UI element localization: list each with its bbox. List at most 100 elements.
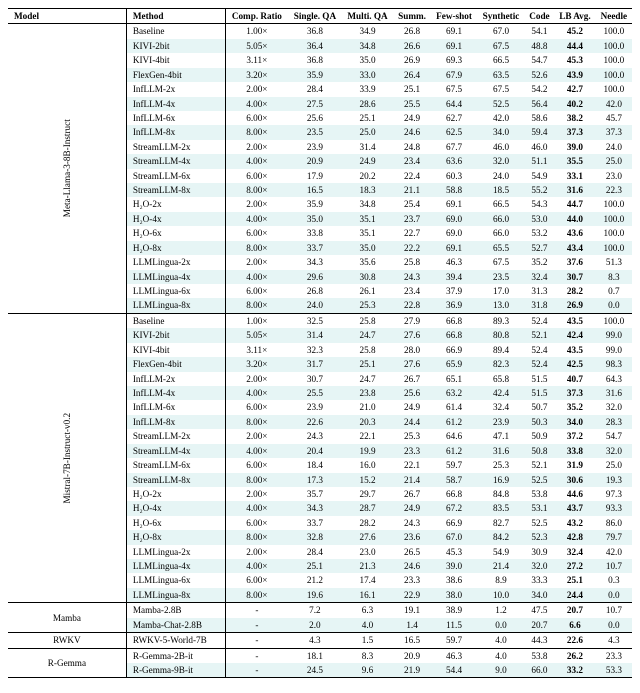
cell-needle: 0.7 — [596, 284, 632, 298]
cell-single: 31.4 — [288, 328, 342, 342]
cell-needle: 0.0 — [596, 618, 632, 633]
cell-multi: 25.1 — [342, 111, 393, 125]
cell-multi: 6.3 — [342, 603, 393, 618]
cell-few: 66.8 — [431, 328, 477, 342]
cell-summ: 25.3 — [393, 429, 431, 443]
cell-lb: 27.2 — [554, 559, 596, 573]
cell-lb: 40.7 — [554, 372, 596, 386]
method-cell: FlexGen-4bit — [126, 68, 225, 82]
cell-lb: 44.4 — [554, 39, 596, 53]
cell-summ: 22.7 — [393, 226, 431, 240]
cell-multi: 27.6 — [342, 530, 393, 544]
cell-comp: - — [225, 648, 288, 663]
cell-lb: 25.1 — [554, 573, 596, 587]
cell-syn: 24.0 — [477, 169, 525, 183]
cell-few: 64.4 — [431, 97, 477, 111]
cell-code: 53.8 — [525, 487, 554, 501]
cell-comp: - — [225, 633, 288, 648]
method-cell: LLMLingua-6x — [126, 284, 225, 298]
cell-multi: 21.0 — [342, 400, 393, 414]
model-label: Mamba — [8, 603, 126, 633]
cell-single: 23.9 — [288, 140, 342, 154]
method-cell: StreamLLM-2x — [126, 140, 225, 154]
cell-needle: 100.0 — [596, 313, 632, 328]
cell-code: 50.9 — [525, 429, 554, 443]
cell-few: 66.8 — [431, 313, 477, 328]
cell-syn: 84.2 — [477, 530, 525, 544]
cell-code: 50.3 — [525, 415, 554, 429]
cell-code: 46.0 — [525, 140, 554, 154]
method-cell: InfLLM-6x — [126, 400, 225, 414]
cell-multi: 17.4 — [342, 573, 393, 587]
cell-code: 52.1 — [525, 458, 554, 472]
cell-summ: 24.6 — [393, 125, 431, 139]
cell-syn: 67.0 — [477, 24, 525, 39]
cell-few: 58.7 — [431, 473, 477, 487]
cell-code: 56.4 — [525, 97, 554, 111]
cell-summ: 23.3 — [393, 444, 431, 458]
cell-summ: 19.1 — [393, 603, 431, 618]
cell-summ: 24.4 — [393, 415, 431, 429]
cell-multi: 28.2 — [342, 516, 393, 530]
cell-comp: 8.00× — [225, 415, 288, 429]
cell-multi: 18.3 — [342, 183, 393, 197]
cell-few: 36.9 — [431, 298, 477, 313]
cell-summ: 24.3 — [393, 270, 431, 284]
cell-single: 36.8 — [288, 24, 342, 39]
cell-comp: 3.20× — [225, 68, 288, 82]
cell-few: 58.8 — [431, 183, 477, 197]
cell-lb: 38.2 — [554, 111, 596, 125]
method-cell: FlexGen-4bit — [126, 357, 225, 371]
cell-code: 54.2 — [525, 82, 554, 96]
cell-code: 51.5 — [525, 372, 554, 386]
cell-summ: 24.9 — [393, 400, 431, 414]
cell-few: 59.7 — [431, 633, 477, 648]
cell-multi: 31.4 — [342, 140, 393, 154]
cell-single: 23.9 — [288, 400, 342, 414]
cell-multi: 35.1 — [342, 212, 393, 226]
cell-comp: 6.00× — [225, 573, 288, 587]
cell-comp: 5.05× — [225, 328, 288, 342]
cell-needle: 79.7 — [596, 530, 632, 544]
cell-lb: 45.3 — [554, 53, 596, 67]
cell-summ: 26.7 — [393, 372, 431, 386]
method-cell: InfLLM-6x — [126, 111, 225, 125]
cell-syn: 54.9 — [477, 545, 525, 559]
cell-single: 20.4 — [288, 444, 342, 458]
cell-multi: 24.9 — [342, 154, 393, 168]
cell-few: 67.9 — [431, 68, 477, 82]
cell-syn: 32.0 — [477, 154, 525, 168]
cell-syn: 42.0 — [477, 111, 525, 125]
cell-single: 24.3 — [288, 429, 342, 443]
method-cell: StreamLLM-8x — [126, 183, 225, 197]
cell-lb: 35.2 — [554, 400, 596, 414]
cell-syn: 67.5 — [477, 82, 525, 96]
cell-multi: 19.9 — [342, 444, 393, 458]
cell-single: 16.5 — [288, 183, 342, 197]
table-row: MambaMamba-2.8B-7.26.319.138.91.247.520.… — [8, 603, 632, 618]
cell-single: 35.9 — [288, 197, 342, 211]
cell-syn: 4.0 — [477, 633, 525, 648]
table-row: RWKVRWKV-5-World-7B-4.31.516.559.74.044.… — [8, 633, 632, 648]
cell-few: 67.2 — [431, 501, 477, 515]
cell-comp: 4.00× — [225, 444, 288, 458]
cell-multi: 23.8 — [342, 386, 393, 400]
cell-syn: 52.5 — [477, 97, 525, 111]
cell-code: 53.8 — [525, 648, 554, 663]
cell-multi: 24.7 — [342, 372, 393, 386]
cell-needle: 10.7 — [596, 559, 632, 573]
col-comp: Comp. Ratio — [225, 9, 288, 24]
cell-few: 63.6 — [431, 154, 477, 168]
cell-few: 38.0 — [431, 588, 477, 603]
col-single: Single. QA — [288, 9, 342, 24]
cell-lb: 44.7 — [554, 197, 596, 211]
cell-syn: 80.8 — [477, 328, 525, 342]
cell-needle: 23.0 — [596, 169, 632, 183]
cell-needle: 53.3 — [596, 663, 632, 678]
cell-multi: 26.1 — [342, 284, 393, 298]
cell-needle: 100.0 — [596, 212, 632, 226]
cell-summ: 27.9 — [393, 313, 431, 328]
cell-summ: 24.6 — [393, 559, 431, 573]
cell-single: 23.5 — [288, 125, 342, 139]
method-cell: H₂O-4x — [126, 501, 225, 515]
